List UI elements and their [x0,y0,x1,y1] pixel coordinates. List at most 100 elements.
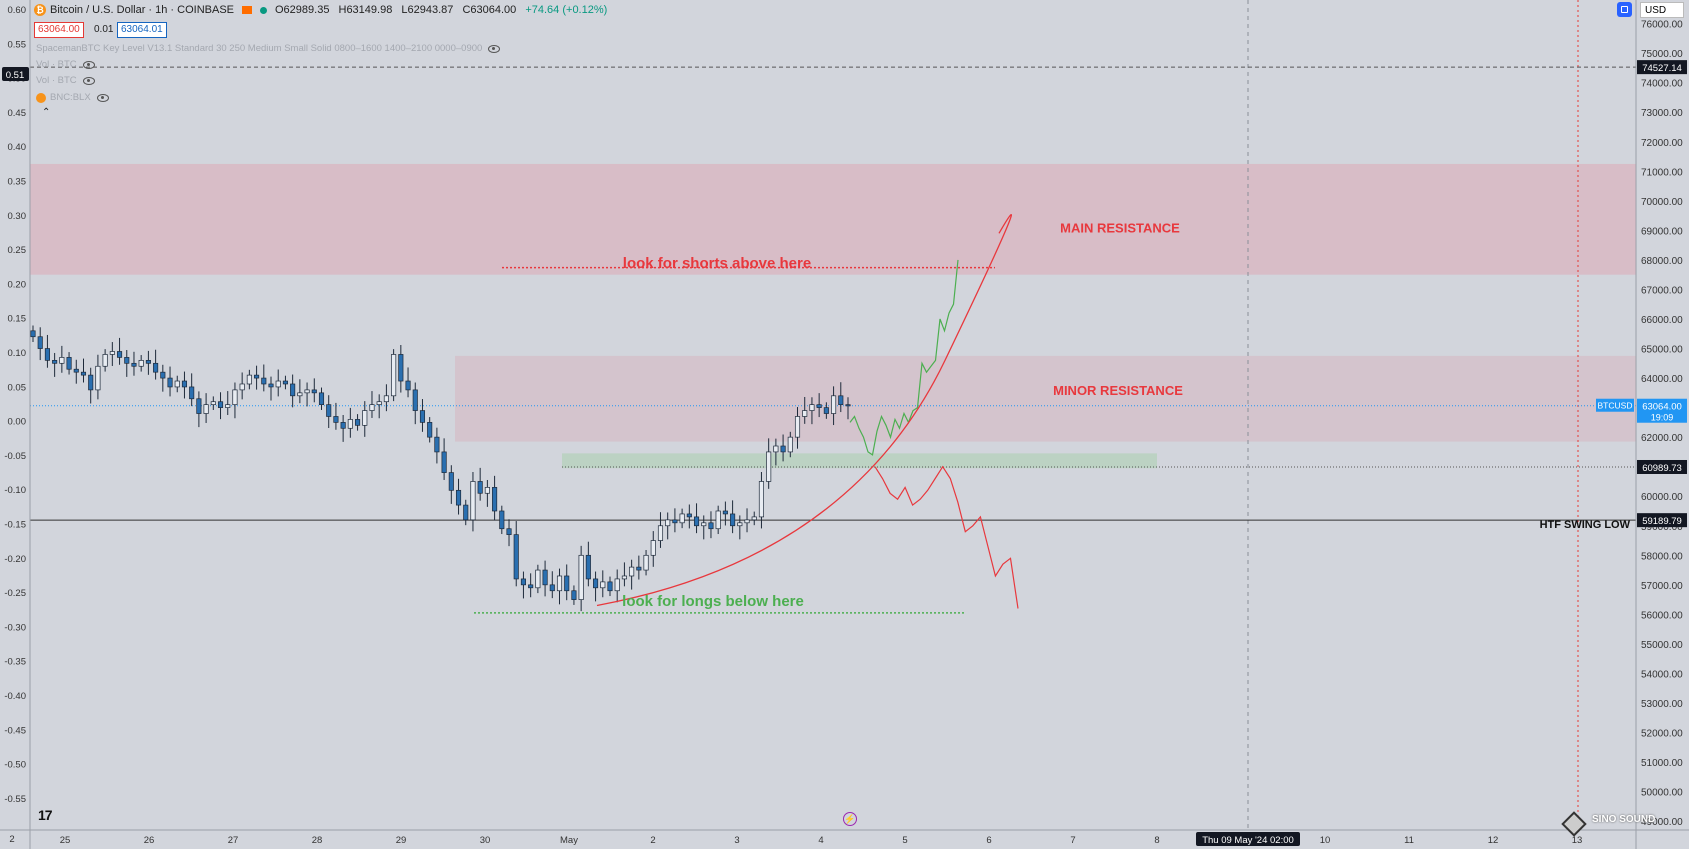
time-tick-label: 25 [60,835,71,846]
candle-body [239,383,245,391]
candle-body [66,357,72,370]
eye-hidden-icon[interactable] [488,44,501,53]
indicator-keylevel-label: SpacemanBTC Key Level V13.1 Standard 30 … [36,43,483,54]
candle-body [196,398,202,414]
indicator-vol-1[interactable]: Vol · BTC [36,59,95,70]
candle-body [297,392,303,397]
candle-body [816,404,822,408]
currency-select[interactable]: USD [1640,2,1684,18]
indicator-blx[interactable]: BNC:BLX [36,92,109,103]
candle-body [153,362,159,373]
price-tick-label: 67000.00 [1641,285,1683,296]
price-label: 59189.79 [1642,516,1682,527]
left-tick-label: 0.35 [8,177,27,188]
candle-body [124,357,130,364]
candle-body [167,377,173,388]
candle-body [268,383,274,388]
candle-body [181,380,188,388]
annotation-main-resistance: MAIN RESISTANCE [1060,220,1180,235]
candle-body [254,374,260,379]
symbol-title[interactable]: Bitcoin / U.S. Dollar · 1h · COINBASE [50,4,234,16]
chart-header: ₿ Bitcoin / U.S. Dollar · 1h · COINBASE … [34,2,613,18]
left-marker-label: 0.51 [6,70,25,81]
bullish-projection [849,259,959,456]
candle-body [737,522,743,527]
left-tick-label: -0.10 [4,485,26,496]
left-tick-label: -0.45 [4,725,26,736]
candle-body [448,472,454,491]
bar-countdown-label: 19:09 [1651,413,1674,423]
candle-body [780,445,786,453]
annotation-look-for-shorts-above-here: look for shorts above here [623,255,811,272]
candle-body [116,351,123,358]
candle-body [369,404,375,411]
watermark: SINO SOUND [1592,814,1656,825]
price-tick-label: 76000.00 [1641,20,1683,31]
candle-body [203,404,209,414]
price-tick-label: 60000.00 [1641,492,1683,503]
left-bottom-label: 2 [9,834,14,845]
candle-body [138,360,144,367]
candle-body [477,481,483,494]
zone-main-resistance [30,163,1636,275]
candle-body [845,404,851,407]
time-tick-label: 6 [986,835,991,846]
current-price-bg [1637,398,1687,423]
candle-body [809,404,815,411]
candle-body [275,380,281,388]
candle-body [715,510,721,530]
eye-hidden-icon[interactable] [82,60,95,69]
bearish-projection [874,465,1019,609]
candle-body [333,416,339,423]
annotation-htf-swing-low: HTF SWING LOW [1540,519,1631,531]
left-tick-label: 0.60 [8,5,27,16]
bolt-icon[interactable]: ⚡ [843,812,857,826]
candle-body [571,590,577,600]
left-marker-bg [2,67,29,81]
candle-body [708,522,714,530]
candle-body [376,401,382,406]
eye-hidden-icon[interactable] [82,76,95,85]
time-crosshair-label: Thu 09 May '24 02:00 [1202,835,1294,846]
candle-body [701,522,707,527]
time-tick-label: 27 [228,835,239,846]
time-tick-label: 28 [312,835,323,846]
time-tick-label: 3 [734,835,739,846]
candle-body [520,578,526,586]
time-tick-label: 2 [650,835,655,846]
candle-body [59,357,65,364]
collapse-chevron-icon[interactable]: ⌃ [42,107,51,118]
price-label-bg [1637,459,1687,474]
time-tick-label: 30 [480,835,491,846]
candle-body [831,395,837,414]
candle-body [398,354,404,382]
candle-body [405,380,411,391]
price-label: 74527.14 [1642,63,1682,74]
candle-body [564,575,570,592]
candle-body [693,516,700,527]
indicator-keylevel[interactable]: SpacemanBTC Key Level V13.1 Standard 30 … [36,43,501,54]
market-status-icon [242,6,252,14]
candle-body [773,445,779,453]
buy-price-box[interactable]: 63064.01 [117,22,167,38]
time-tick-label: 5 [902,835,907,846]
candle-body [347,419,353,429]
indicator-vol-2[interactable]: Vol · BTC [36,75,95,86]
candle-body [823,407,829,414]
price-tick-label: 74000.00 [1641,79,1683,90]
left-tick-label: -0.05 [4,451,26,462]
zone-support [562,453,1157,469]
left-tick-label: -0.50 [4,760,26,771]
eye-hidden-icon[interactable] [96,93,109,102]
price-tick-label: 75000.00 [1641,49,1683,60]
screenshot-icon[interactable] [1617,2,1632,17]
candle-body [470,481,476,521]
spread-value: 0.01 [94,24,114,35]
ohlc-close: C63064.00 [462,4,517,16]
candle-body [225,404,231,408]
candle-body [261,377,267,385]
left-tick-label: 0.00 [8,417,27,428]
candle-body [340,422,346,429]
sell-price-box[interactable]: 63064.00 [34,22,84,38]
